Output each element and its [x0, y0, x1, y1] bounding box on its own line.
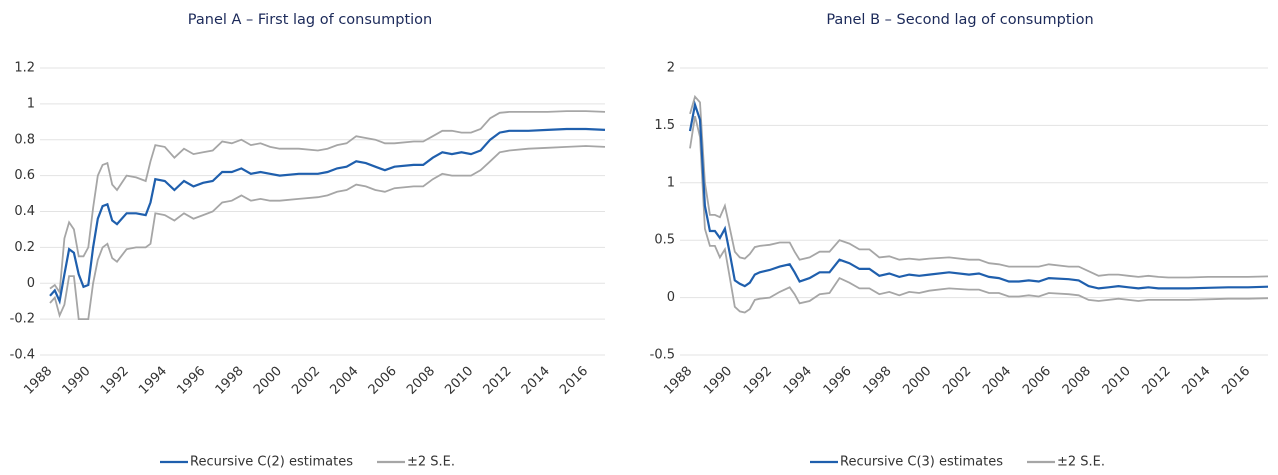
x-tick-label: 1992	[741, 364, 775, 398]
y-tick-label: 1	[667, 175, 675, 190]
x-tick-label: 1994	[781, 364, 815, 398]
chart-title: Panel B – Second lag of consumption	[826, 12, 1093, 28]
legend-label: Recursive C(2) estimates	[190, 455, 353, 470]
y-tick-label: 0	[27, 276, 35, 291]
y-tick-label: 0.4	[14, 204, 35, 219]
x-tick-label: 2002	[940, 364, 974, 398]
y-tick-label: -0.2	[10, 312, 35, 327]
series-line	[688, 100, 1269, 290]
x-tick-label: 1998	[861, 364, 895, 398]
x-tick-label: 2012	[481, 364, 515, 398]
y-tick-label: 0.6	[14, 168, 35, 183]
y-tick-label: 0.8	[14, 132, 35, 147]
x-tick-label: 2010	[442, 364, 476, 398]
x-tick-label: 1996	[174, 364, 208, 398]
x-tick-label: 2008	[1060, 364, 1094, 398]
x-tick-label: 2016	[557, 364, 591, 398]
chart-title: Panel A – First lag of consumption	[188, 12, 432, 28]
band-line	[689, 115, 1269, 314]
series-line	[689, 94, 1269, 279]
x-tick-label: 1992	[98, 364, 132, 398]
y-tick-label: 1	[27, 96, 35, 111]
legend-label: ±2 S.E.	[407, 455, 455, 470]
x-tick-label: 1990	[60, 364, 94, 398]
x-tick-label: 2014	[519, 364, 553, 398]
x-tick-label: 2014	[1180, 364, 1214, 398]
y-tick-label: 0.5	[654, 233, 675, 248]
x-tick-label: 2016	[1219, 364, 1253, 398]
x-tick-label: 1990	[701, 364, 735, 398]
y-tick-label: 1.2	[14, 61, 35, 76]
x-tick-label: 1996	[821, 364, 855, 398]
x-tick-label: 1988	[21, 364, 55, 398]
band-line	[49, 145, 606, 320]
legend-label: Recursive C(3) estimates	[840, 455, 1003, 470]
legend-label: ±2 S.E.	[1057, 455, 1105, 470]
series-line	[49, 127, 606, 305]
y-tick-label: -0.4	[10, 348, 35, 363]
x-tick-label: 2004	[328, 364, 362, 398]
y-tick-label: -0.5	[650, 348, 675, 363]
y-tick-label: 2	[667, 61, 675, 76]
x-tick-label: 2002	[289, 364, 323, 398]
x-tick-label: 2004	[980, 364, 1014, 398]
x-tick-label: 2000	[251, 364, 285, 398]
x-tick-label: 2000	[900, 364, 934, 398]
x-tick-label: 2010	[1100, 364, 1134, 398]
x-tick-label: 1998	[213, 364, 247, 398]
x-tick-label: 2006	[366, 364, 400, 398]
x-tick-label: 1994	[136, 364, 170, 398]
y-tick-label: 1.5	[654, 118, 675, 133]
x-tick-label: 2006	[1020, 364, 1054, 398]
y-tick-label: 0	[667, 290, 675, 305]
x-tick-label: 1988	[661, 364, 695, 398]
y-tick-label: 0.2	[14, 240, 35, 255]
series-line	[49, 110, 606, 295]
x-tick-label: 2008	[404, 364, 438, 398]
x-tick-label: 2012	[1140, 364, 1174, 398]
